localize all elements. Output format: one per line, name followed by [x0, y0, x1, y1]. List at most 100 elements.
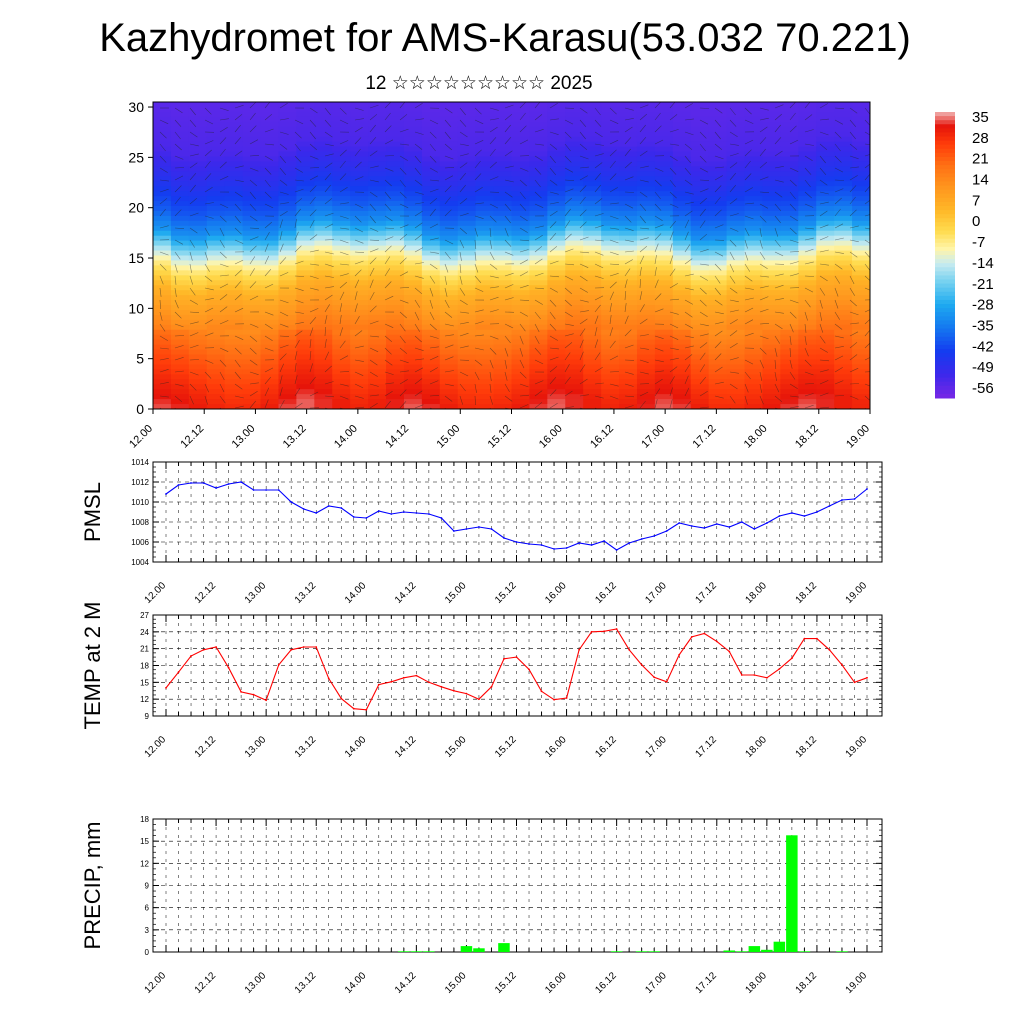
heatmap-cell — [816, 324, 835, 331]
wind-barb — [414, 404, 424, 409]
heatmap-cell — [852, 111, 870, 118]
heatmap-cell — [816, 339, 835, 346]
heatmap-cell — [834, 136, 853, 143]
heatmap-cell — [153, 290, 172, 296]
heatmap-cell — [565, 181, 584, 187]
heatmap-cell — [636, 374, 656, 380]
heatmap-cell — [690, 384, 710, 390]
heatmap-cell — [601, 295, 620, 301]
y-tick-label: 6 — [145, 904, 150, 913]
heatmap-cell — [421, 176, 441, 182]
colorbar-segment — [935, 304, 955, 309]
wind-barb — [699, 311, 708, 318]
heatmap-cell — [565, 329, 584, 336]
heatmap-cell — [583, 116, 602, 123]
heatmap-cell — [439, 215, 459, 222]
heatmap-cell — [278, 270, 298, 276]
wind-barb — [849, 175, 858, 181]
heatmap-cell — [332, 319, 351, 326]
heatmap-cell — [296, 245, 315, 252]
heatmap-cell — [654, 240, 674, 247]
wind-barb — [189, 371, 199, 376]
wind-barb — [594, 119, 602, 127]
heatmap-cell — [547, 324, 566, 331]
heatmap-cell — [744, 116, 764, 123]
colorbar-segment — [935, 238, 955, 244]
wind-barb — [309, 131, 316, 140]
precip-bar — [423, 951, 435, 952]
heatmap-cell — [403, 181, 423, 187]
wind-barb — [669, 399, 673, 409]
wind-barb — [834, 346, 844, 349]
x-tick-label: 17.00 — [639, 423, 667, 451]
wind-barb — [354, 330, 363, 337]
wind-barb — [744, 119, 754, 124]
heatmap-cell — [726, 369, 746, 375]
heatmap-cell — [636, 399, 656, 405]
wind-barb — [174, 395, 183, 403]
wind-barb — [834, 167, 844, 173]
heatmap-cell — [296, 265, 315, 271]
heatmap-cell — [350, 116, 369, 123]
wind-barb — [159, 263, 167, 271]
heatmap-cell — [726, 126, 746, 133]
wind-barb — [594, 131, 603, 138]
data-point — [540, 544, 543, 546]
heatmap-cell — [206, 131, 226, 138]
data-point — [327, 505, 330, 507]
heatmap-cell — [403, 270, 423, 276]
heatmap-cell — [386, 309, 405, 316]
heatmap-cell — [834, 196, 853, 202]
heatmap-cell — [153, 121, 172, 128]
wind-barb — [759, 395, 764, 405]
heatmap-cell — [475, 205, 495, 212]
wind-barb — [669, 268, 676, 277]
heatmap-cell — [583, 339, 602, 346]
heatmap-cell — [421, 116, 441, 123]
wind-barb — [519, 271, 529, 277]
wind-barb — [444, 334, 454, 337]
colorbar-segment — [935, 234, 955, 240]
heatmap-cell — [511, 181, 531, 187]
data-point — [578, 542, 580, 544]
wind-barb — [759, 251, 766, 260]
wind-barb — [504, 383, 510, 392]
heatmap-cell — [601, 196, 620, 202]
heatmap-cell — [439, 191, 459, 197]
heatmap-cell — [457, 394, 477, 400]
heatmap-cell — [619, 215, 638, 222]
heatmap-cell — [726, 240, 746, 247]
wind-barb — [564, 342, 573, 349]
wind-barb — [609, 251, 619, 256]
heatmap-cell — [654, 384, 674, 390]
heatmap-cell — [672, 329, 692, 336]
wind-barb — [174, 155, 184, 160]
colorbar-segment — [935, 320, 955, 325]
heatmap-cell — [314, 235, 333, 242]
data-point — [428, 681, 430, 684]
heatmap-cell — [421, 285, 441, 291]
heatmap-cell — [296, 186, 315, 192]
wind-barb — [804, 311, 808, 321]
heatmap-cell — [242, 126, 262, 133]
heatmap-cell — [852, 290, 870, 296]
wind-barb — [639, 191, 648, 198]
heatmap-cell — [421, 196, 441, 202]
heatmap-cell — [690, 126, 710, 133]
data-point — [640, 538, 643, 540]
data-point — [365, 708, 368, 711]
heatmap-cell — [834, 369, 853, 375]
heatmap-cell — [744, 379, 764, 385]
wind-barb — [564, 143, 571, 152]
heatmap-cell — [511, 205, 531, 212]
data-point — [302, 508, 305, 510]
heatmap-cell — [852, 270, 870, 276]
heatmap-cell — [475, 240, 495, 247]
wind-barb — [684, 345, 694, 349]
wind-barb — [489, 335, 499, 340]
heatmap-cell — [619, 374, 638, 380]
heatmap-cell — [511, 399, 531, 405]
heatmap-cell — [493, 186, 513, 192]
heatmap-cell — [744, 121, 764, 128]
wind-barb — [249, 125, 257, 133]
